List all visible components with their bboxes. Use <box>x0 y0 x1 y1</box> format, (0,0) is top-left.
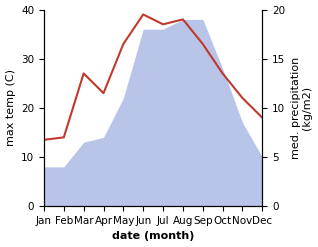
Y-axis label: med. precipitation
(kg/m2): med. precipitation (kg/m2) <box>291 57 313 159</box>
X-axis label: date (month): date (month) <box>112 231 194 242</box>
Y-axis label: max temp (C): max temp (C) <box>5 69 16 146</box>
